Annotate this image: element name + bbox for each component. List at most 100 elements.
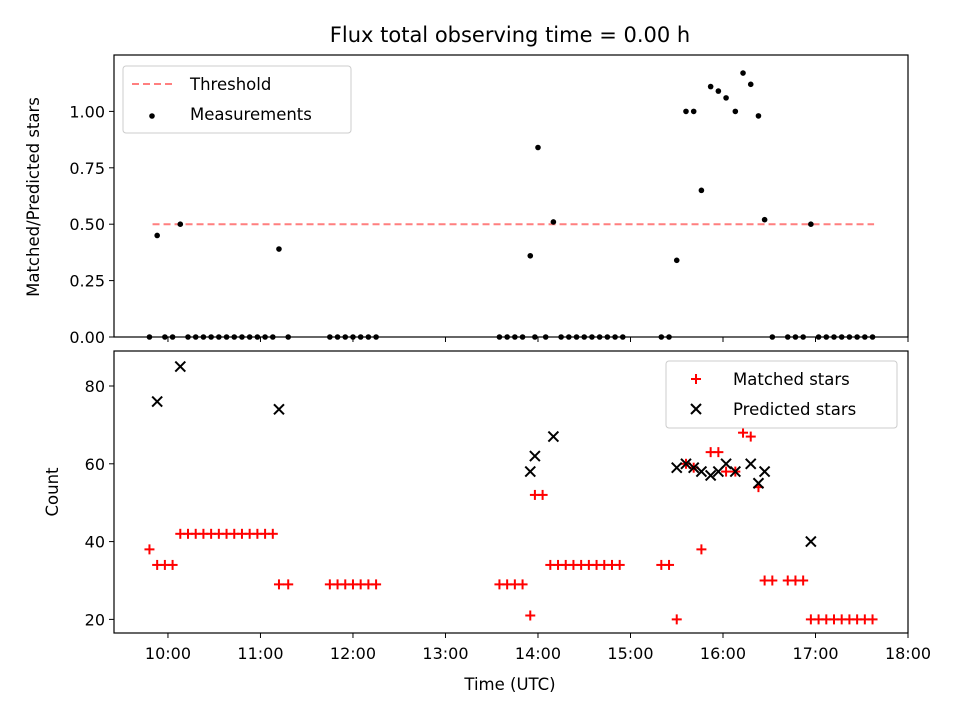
measurement-point: [838, 334, 845, 340]
measurement-point: [566, 334, 572, 340]
legend-matched-swatch: [691, 374, 701, 384]
predicted-star-point: [671, 461, 683, 474]
predicted-star-point: [695, 465, 708, 478]
y-tick-label: 40: [85, 533, 105, 552]
measurement-point: [573, 334, 580, 340]
measurement-point: [519, 334, 526, 340]
predicted-star-point: [680, 458, 692, 470]
bottom-panel: Count 20 40 60 80 10:00 11:00 12:00 13:00 14:00 1…: [43, 350, 931, 663]
measurement-point: [504, 334, 510, 340]
measurement-point: [596, 334, 603, 340]
predicted-star-point: [687, 461, 700, 474]
measurement-point: [846, 334, 853, 340]
predicted-star-point: [524, 465, 536, 478]
matched-star-point: [713, 447, 724, 458]
measurement-point: [496, 334, 503, 340]
legend-measurements-label: Measurements: [190, 105, 312, 124]
measurement-point: [200, 334, 207, 340]
measurement-point: [732, 108, 739, 115]
measurement-point: [231, 334, 238, 340]
measurement-point: [854, 334, 860, 340]
legend-matched-label: Matched stars: [733, 370, 850, 389]
measurement-point: [154, 232, 160, 239]
y-tick-label: 60: [85, 455, 105, 474]
top-legend: Threshold Measurements: [122, 65, 352, 134]
predicted-star-point: [758, 465, 771, 478]
y-tick-label: 0.25: [69, 272, 105, 291]
x-tick-label: 18:00: [885, 644, 931, 663]
matched-star-point: [721, 466, 732, 477]
top-panel: Matched/Predicted stars 0.00 0.25 0.50 0.75…: [24, 54, 909, 347]
measurement-point: [169, 334, 176, 340]
matched-star-point: [745, 431, 756, 442]
measurement-point: [707, 83, 714, 90]
measurement-point: [747, 81, 754, 88]
measurement-point: [208, 334, 214, 340]
predicted-star-point: [547, 430, 560, 443]
measurement-point: [542, 334, 549, 340]
axes-frame: [113, 350, 909, 634]
measurement-point: [327, 334, 333, 340]
measurement-point: [177, 221, 184, 227]
measurement-point: [831, 334, 837, 340]
legend-predicted-swatch: [690, 403, 702, 415]
measurement-point: [658, 334, 665, 340]
measurement-point: [373, 334, 379, 340]
matched-star-point: [798, 575, 809, 586]
measurement-point: [698, 187, 705, 194]
measurement-point: [723, 95, 729, 101]
predicted-star-point: [704, 469, 717, 482]
measurement-point: [740, 70, 746, 76]
measurement-point: [800, 334, 806, 340]
matched-star-point: [664, 559, 675, 570]
x-tick-label: 14:00: [515, 644, 561, 663]
y-tick-label: 0.75: [69, 159, 105, 178]
legend-box: [665, 360, 898, 429]
measurement-point: [334, 334, 341, 340]
matched-star-point: [273, 579, 284, 590]
measurement-point: [223, 334, 230, 340]
measurement-point: [869, 334, 876, 340]
x-tick-label: 17:00: [792, 644, 838, 663]
matched-star-point: [144, 544, 155, 555]
measurement-point: [784, 334, 791, 340]
measurement-point: [558, 334, 564, 340]
measurement-point: [246, 334, 253, 340]
y-tick-label: 80: [85, 377, 105, 396]
measurement-point: [604, 334, 611, 340]
x-tick-label: 12:00: [330, 644, 376, 663]
measurement-point: [550, 219, 557, 225]
measurement-point: [769, 334, 776, 340]
matched-star-point: [696, 544, 707, 555]
measurement-point: [342, 334, 349, 340]
predicted-star-point: [805, 535, 817, 548]
measurement-point: [285, 334, 292, 340]
measurement-point: [357, 334, 364, 340]
matched-star-point: [517, 579, 528, 590]
matched-star-point: [371, 579, 382, 590]
predicted-star-point: [720, 458, 732, 470]
chart-title: Flux total observing time = 0.00 h: [330, 23, 690, 47]
measurement-point: [532, 334, 538, 340]
measurement-point: [535, 144, 541, 151]
y-tick-label: 0.50: [69, 215, 105, 234]
matched-star-point: [671, 614, 682, 625]
x-tick-label: 13:00: [422, 644, 468, 663]
measurement-point: [823, 334, 830, 340]
measurement-point: [761, 216, 768, 223]
predicted-star-point: [174, 360, 187, 373]
measurement-point: [715, 88, 722, 94]
y-tick-label: 0.00: [69, 328, 105, 347]
y-tick-label: 20: [85, 610, 105, 629]
legend-predicted-label: Predicted stars: [733, 400, 856, 419]
measurement-point: [792, 334, 799, 340]
legend-measurements-swatch: [149, 113, 155, 119]
measurement-point: [276, 246, 282, 252]
measurement-point: [589, 334, 595, 340]
predicted-star-point: [273, 403, 285, 416]
matched-star-point: [614, 559, 625, 570]
bottom-ylabel: Count: [43, 467, 62, 517]
predicted-star-point: [529, 450, 541, 462]
measurement-point: [270, 334, 276, 340]
measurement-point: [683, 108, 689, 115]
